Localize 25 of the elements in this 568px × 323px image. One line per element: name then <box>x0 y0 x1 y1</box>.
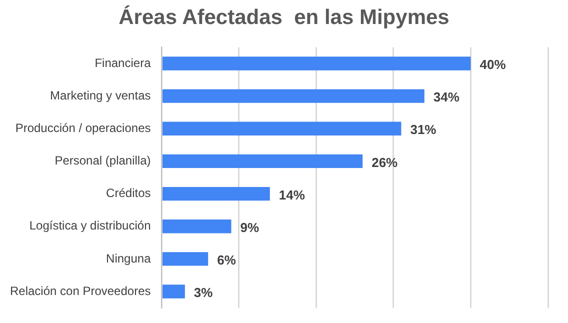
data-label: 9% <box>240 220 260 235</box>
data-label: 40% <box>480 57 506 72</box>
bar <box>162 154 363 168</box>
y-tick-label: Ninguna <box>106 251 152 266</box>
data-label: 26% <box>372 154 398 170</box>
bar <box>162 186 270 201</box>
y-tick-label: Financiera <box>94 56 152 70</box>
y-tick-label: Logística y distribución <box>29 218 151 233</box>
y-tick-label: Créditos <box>106 186 151 200</box>
y-tick-label: Producción / operaciones <box>15 120 151 135</box>
data-label: 6% <box>217 252 236 268</box>
data-label: 3% <box>194 285 214 300</box>
bar <box>162 284 185 298</box>
bar <box>162 89 424 103</box>
bar <box>162 220 232 234</box>
data-label: 34% <box>433 90 460 105</box>
bar <box>162 252 208 266</box>
data-label: 31% <box>410 122 437 138</box>
y-tick-label: Personal (planilla) <box>54 154 151 168</box>
y-tick-label: Marketing y ventas <box>50 88 151 102</box>
y-tick-label: Relación con Proveedores <box>10 284 151 298</box>
bar <box>162 56 471 70</box>
bar <box>162 122 402 136</box>
chart-title: Áreas Afectadas en las Mipymes <box>118 6 450 31</box>
data-label: 14% <box>278 187 306 202</box>
